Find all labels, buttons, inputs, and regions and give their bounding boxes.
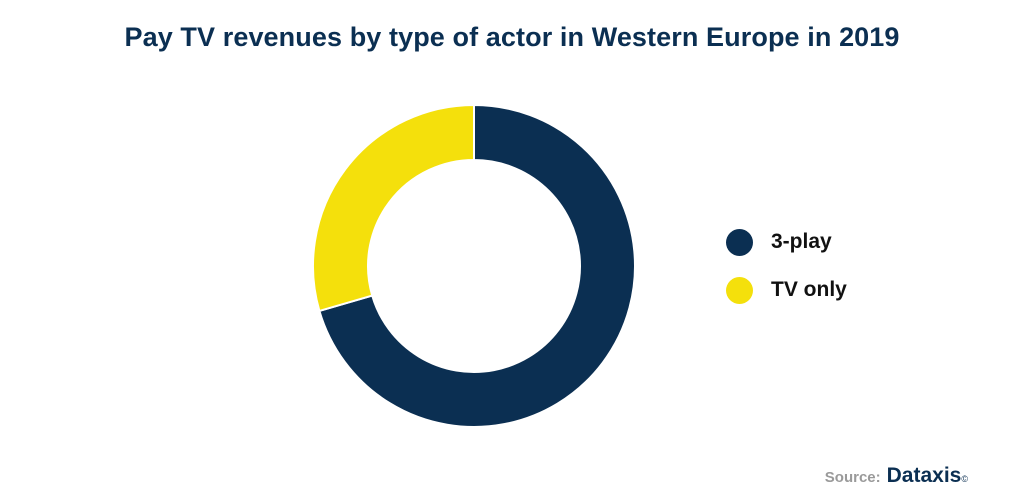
- legend: 3-play TV only: [726, 228, 847, 324]
- legend-label-3-play: 3-play: [771, 230, 832, 253]
- legend-swatch-tv-only: [726, 276, 753, 304]
- source-copyright-mark: ©: [961, 474, 968, 484]
- legend-swatch-3-play: [726, 228, 753, 256]
- legend-item-3-play: 3-play: [726, 228, 847, 256]
- chart-title: Pay TV revenues by type of actor in West…: [124, 22, 900, 52]
- legend-label-tv-only: TV only: [771, 278, 847, 301]
- legend-item-tv-only: TV only: [726, 276, 847, 304]
- source-brand-logo: Dataxis: [886, 464, 962, 487]
- source-credit: Source: Dataxis ©: [825, 464, 968, 488]
- donut-slice-tv-only: [312, 103, 475, 313]
- donut-slice-3-play: [318, 103, 636, 428]
- source-label: Source:: [824, 469, 881, 486]
